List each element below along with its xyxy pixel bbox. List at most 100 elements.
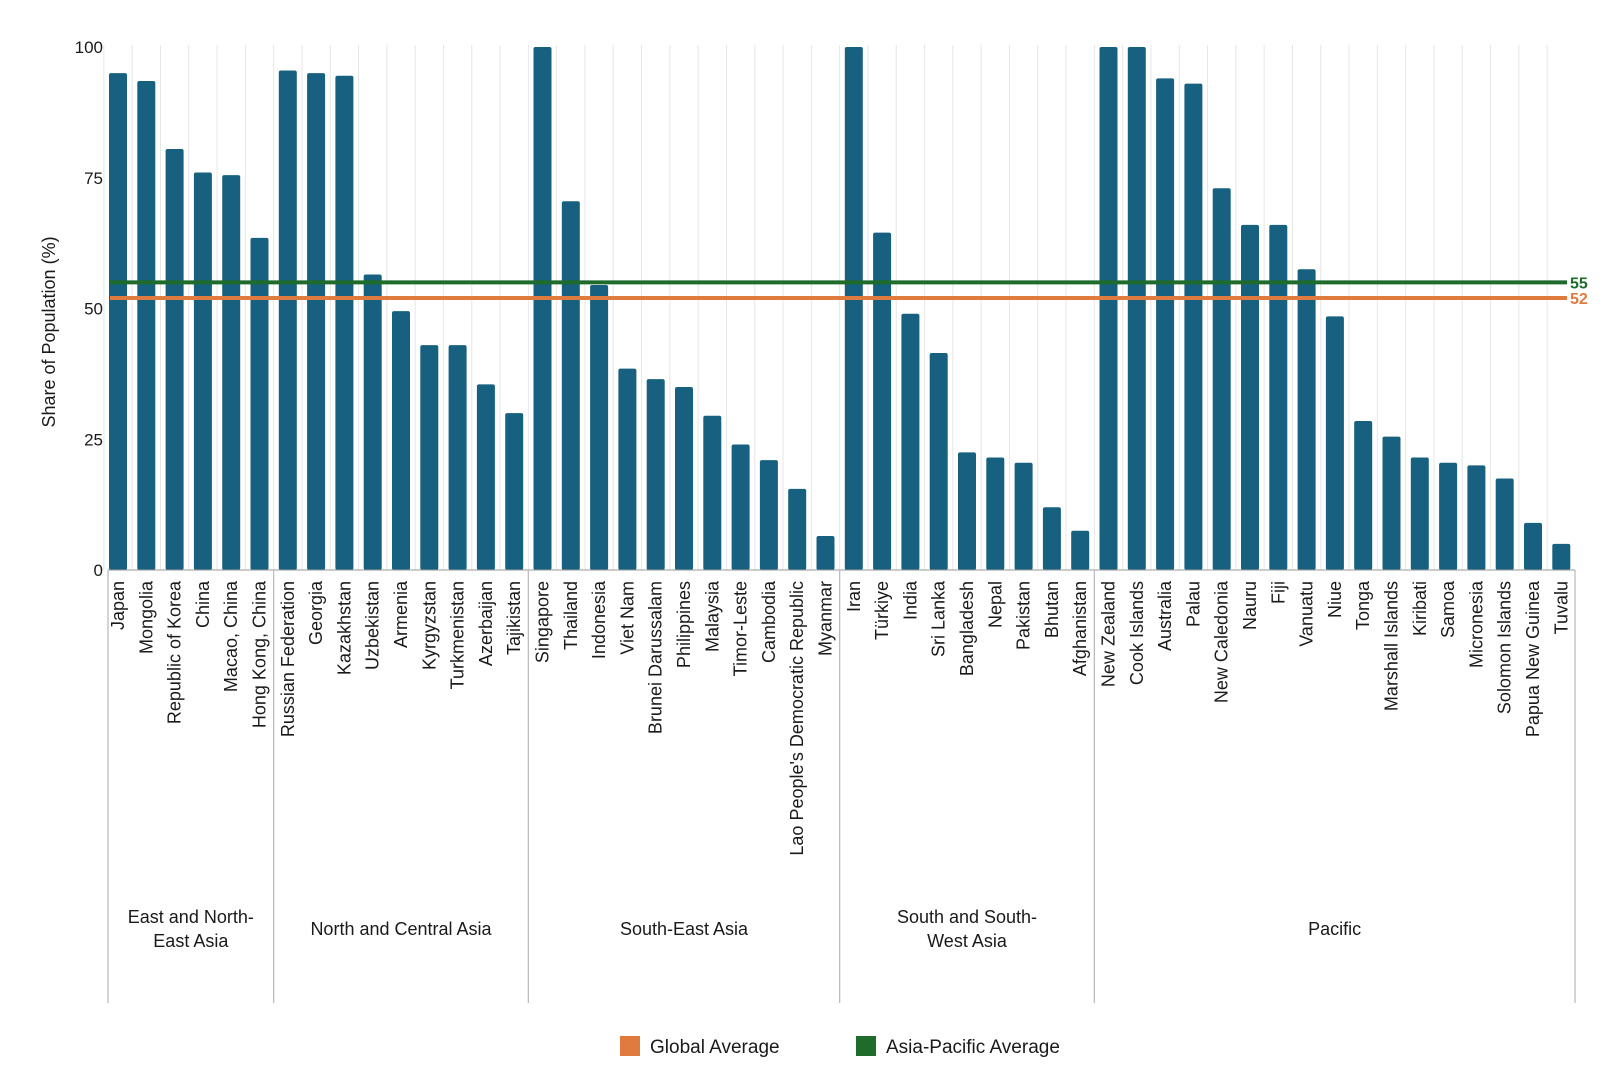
bar — [618, 368, 637, 570]
bar — [420, 345, 439, 570]
bar — [222, 175, 241, 570]
bar — [1241, 224, 1259, 570]
category-label: Fiji — [1268, 581, 1288, 604]
category-label: Kazakhstan — [334, 581, 354, 675]
category-label: Lao People's Democratic Republic — [787, 581, 807, 856]
bar — [307, 73, 326, 571]
bar — [1099, 47, 1118, 570]
category-label: Republic of Korea — [165, 580, 185, 724]
category-label: Sri Lanka — [929, 580, 949, 657]
bar — [1042, 507, 1061, 570]
category-label: Turkmenistan — [448, 581, 468, 689]
legend-swatch — [856, 1036, 876, 1056]
category-label: Viet Nam — [617, 581, 637, 655]
category-label: Afghanistan — [1070, 581, 1090, 676]
category-label: Nepal — [985, 581, 1005, 628]
y-axis-title: Share of Population (%) — [39, 236, 59, 427]
category-label: Pakistan — [1014, 581, 1034, 650]
category-label: Armenia — [391, 580, 411, 648]
bar — [816, 536, 835, 570]
category-label: Solomon Islands — [1495, 581, 1515, 714]
bar — [929, 352, 948, 570]
legend-label: Global Average — [650, 1037, 780, 1058]
y-tick-label: 75 — [84, 169, 103, 188]
category-label: Tuvalu — [1551, 581, 1571, 634]
bar — [193, 172, 212, 570]
category-label: New Caledonia — [1212, 580, 1232, 703]
category-label: China — [193, 580, 213, 628]
bar — [675, 386, 693, 570]
bar-layer — [109, 47, 1571, 571]
category-label: Kyrgyzstan — [419, 581, 439, 670]
bar — [250, 237, 269, 570]
category-label: Russian Federation — [278, 581, 298, 737]
bar — [788, 488, 807, 570]
category-label: Thailand — [561, 581, 581, 650]
y-tick-label: 0 — [94, 561, 103, 580]
category-label: Mongolia — [136, 580, 156, 654]
reference-line-label: 55 — [1570, 275, 1588, 292]
bar — [958, 452, 976, 570]
category-label: Bangladesh — [957, 581, 977, 676]
bar — [1127, 47, 1146, 570]
category-label: Azerbaijan — [476, 581, 496, 666]
bar — [731, 444, 750, 570]
category-label-layer: Japan Mongolia Republic of Korea China Macao… — [108, 580, 1571, 856]
bar — [873, 232, 892, 571]
y-tick-label: 100 — [75, 38, 103, 57]
category-label: Myanmar — [816, 581, 836, 656]
legend: Global Average Asia-Pacific Average — [620, 1036, 1060, 1058]
bar — [1014, 462, 1033, 570]
bar — [165, 148, 184, 571]
category-label: Australia — [1155, 580, 1175, 651]
category-label: Palau — [1183, 581, 1203, 627]
bar — [1325, 316, 1344, 570]
bar — [109, 73, 127, 571]
category-label: Japan — [108, 581, 128, 630]
bar — [533, 47, 552, 570]
group-layer: East and North-East Asia North and Centra… — [107, 570, 1576, 1003]
bar — [278, 70, 297, 570]
group-label: South and South-West Asia — [897, 907, 1037, 951]
category-label: Bhutan — [1042, 581, 1062, 638]
category-label: Indonesia — [589, 580, 609, 659]
category-label: Kiribati — [1410, 581, 1430, 636]
category-label: Samoa — [1438, 580, 1458, 638]
bar — [1382, 436, 1401, 570]
category-label: Niue — [1325, 581, 1345, 618]
category-label: Malaysia — [702, 580, 722, 652]
group-label: North and Central Asia — [310, 919, 492, 939]
legend-swatch — [620, 1036, 640, 1056]
category-label: Timor-Leste — [731, 581, 751, 676]
bar — [505, 413, 524, 570]
bar — [759, 460, 778, 570]
category-label: Nauru — [1240, 581, 1260, 630]
category-label: Marshall Islands — [1382, 581, 1402, 711]
bar — [1354, 420, 1373, 570]
category-label: Brunei Darussalam — [646, 581, 666, 734]
category-label: Tajikistan — [504, 581, 524, 655]
bar — [392, 311, 410, 570]
y-tick-label: 50 — [84, 300, 103, 319]
y-tick-label: 25 — [84, 430, 103, 449]
category-label: Macao, China — [221, 580, 241, 692]
bar — [1552, 543, 1571, 570]
bar — [1071, 530, 1090, 570]
group-label: East and North-East Asia — [128, 907, 254, 951]
group-label: South-East Asia — [620, 919, 749, 939]
category-label: Micronesia — [1466, 580, 1486, 668]
bar — [335, 75, 354, 570]
category-label: Uzbekistan — [363, 581, 383, 670]
bar — [703, 415, 722, 570]
bar — [646, 379, 665, 570]
bar — [901, 313, 920, 570]
category-label: Singapore — [533, 581, 553, 663]
legend-label: Asia-Pacific Average — [886, 1037, 1060, 1058]
bar — [1212, 188, 1231, 570]
bar — [1495, 478, 1514, 570]
grid-layer — [103, 45, 1548, 570]
bar — [1184, 83, 1203, 571]
category-label: Hong Kong, China — [250, 580, 270, 728]
